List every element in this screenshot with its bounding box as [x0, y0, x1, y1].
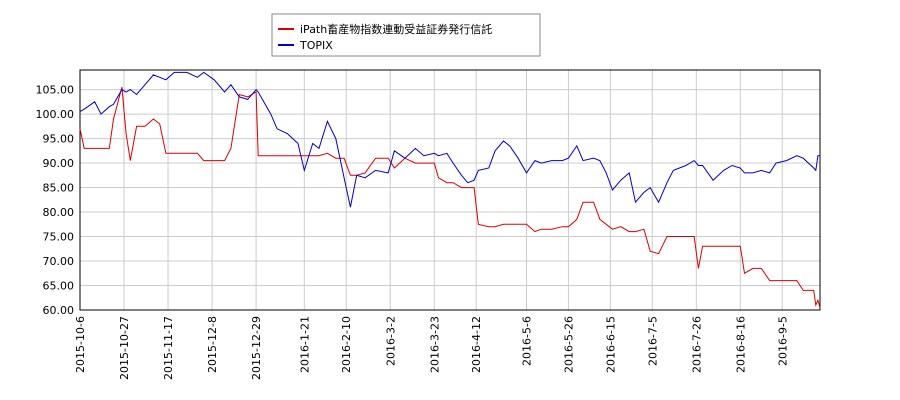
- x-tick-label: 2015-12-8: [206, 316, 219, 373]
- y-tick-label: 60.00: [43, 304, 75, 317]
- legend-box: [271, 13, 541, 57]
- x-tick-label: 2016-5-6: [521, 316, 534, 366]
- line: [79, 86, 821, 308]
- y-tick-label: 95.00: [43, 133, 75, 146]
- x-tick-label: 2016-1-21: [298, 316, 311, 373]
- x-tick-label: 2015-11-17: [162, 316, 175, 380]
- y-tick-label: 100.00: [36, 108, 75, 121]
- x-tick-label: 2016-6-15: [604, 316, 617, 373]
- y-tick-label: 85.00: [43, 182, 75, 195]
- y-tick-label: 65.00: [43, 280, 75, 293]
- x-tick-label: 2016-3-2: [384, 316, 397, 366]
- legend-label: TOPIX: [299, 39, 333, 52]
- y-tick-label: 75.00: [43, 231, 75, 244]
- x-tick-label: 2015-10-6: [74, 316, 87, 373]
- x-tick-label: 2016-7-26: [690, 316, 703, 373]
- x-tick-label: 2016-7-5: [646, 316, 659, 366]
- y-tick-label: 80.00: [43, 206, 75, 219]
- x-tick-label: 2015-12-29: [250, 316, 263, 380]
- plot-frame: [79, 69, 821, 311]
- x-tick-label: 2016-4-12: [470, 316, 483, 373]
- x-tick-label: 2016-5-26: [562, 316, 575, 373]
- line: [79, 71, 820, 208]
- x-tick-label: 2016-9-5: [776, 316, 789, 366]
- x-tick-label: 2015-10-27: [118, 316, 131, 380]
- x-tick-label: 2016-3-23: [428, 316, 441, 373]
- x-tick-label: 2016-2-10: [340, 316, 353, 373]
- y-tick-label: 90.00: [43, 157, 75, 170]
- y-tick-label: 70.00: [43, 255, 75, 268]
- x-tick-label: 2016-8-16: [734, 316, 747, 373]
- y-tick-label: 105.00: [36, 84, 75, 97]
- legend-label: iPath畜産物指数連動受益証券発行信託: [300, 22, 492, 36]
